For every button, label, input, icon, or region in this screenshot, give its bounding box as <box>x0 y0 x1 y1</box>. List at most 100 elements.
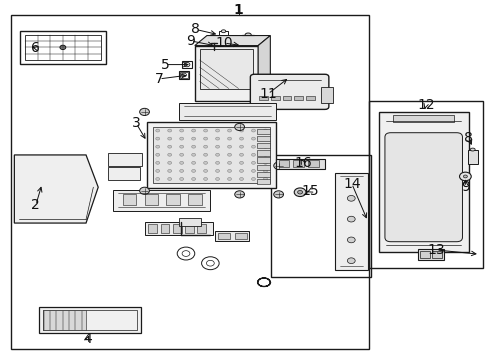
Text: 10: 10 <box>215 36 232 50</box>
Circle shape <box>156 129 159 132</box>
Circle shape <box>251 153 255 156</box>
Bar <box>431 251 441 258</box>
Bar <box>42 310 85 330</box>
Circle shape <box>203 153 207 156</box>
Circle shape <box>215 177 219 180</box>
Circle shape <box>156 170 159 172</box>
Circle shape <box>203 137 207 140</box>
Bar <box>282 96 291 100</box>
Circle shape <box>251 177 255 180</box>
Polygon shape <box>258 36 270 101</box>
Text: 1: 1 <box>233 3 243 17</box>
Bar <box>256 143 270 148</box>
Bar <box>166 194 180 205</box>
Circle shape <box>263 145 267 148</box>
Text: 3: 3 <box>132 116 141 130</box>
Circle shape <box>191 170 195 172</box>
Bar <box>184 224 193 233</box>
Bar <box>234 233 246 239</box>
Bar <box>256 179 270 184</box>
Bar <box>113 190 210 211</box>
Bar <box>144 222 212 234</box>
Text: 12: 12 <box>416 98 434 112</box>
FancyBboxPatch shape <box>250 74 328 109</box>
Bar <box>256 157 270 163</box>
Circle shape <box>215 137 219 140</box>
Circle shape <box>346 195 354 201</box>
Bar <box>217 233 229 239</box>
Bar <box>182 61 191 68</box>
Circle shape <box>227 145 231 148</box>
Circle shape <box>273 191 283 198</box>
Text: 7: 7 <box>155 72 163 86</box>
Text: 4: 4 <box>83 332 92 346</box>
Circle shape <box>294 188 305 197</box>
Text: 16: 16 <box>294 156 311 170</box>
Bar <box>368 101 483 268</box>
Bar <box>122 194 136 205</box>
Circle shape <box>167 153 171 156</box>
Circle shape <box>215 145 219 148</box>
Circle shape <box>191 137 195 140</box>
Circle shape <box>167 177 171 180</box>
Bar <box>293 160 304 167</box>
Circle shape <box>156 153 159 156</box>
Bar <box>256 136 270 141</box>
Bar <box>25 35 101 60</box>
Circle shape <box>215 129 219 132</box>
Bar <box>392 116 453 122</box>
Circle shape <box>60 45 66 50</box>
Circle shape <box>179 177 183 180</box>
Circle shape <box>346 237 354 243</box>
Text: 5: 5 <box>161 58 169 72</box>
Bar <box>417 249 444 260</box>
Text: 11: 11 <box>259 87 276 101</box>
Circle shape <box>191 145 195 148</box>
Circle shape <box>346 216 354 222</box>
FancyBboxPatch shape <box>384 133 462 242</box>
Circle shape <box>167 129 171 132</box>
Bar <box>42 310 137 330</box>
Circle shape <box>179 145 183 148</box>
Bar <box>178 71 189 79</box>
Circle shape <box>179 129 183 132</box>
Bar <box>259 96 267 100</box>
Polygon shape <box>194 36 270 46</box>
Bar <box>256 165 270 170</box>
Circle shape <box>179 161 183 164</box>
Circle shape <box>167 161 171 164</box>
Circle shape <box>215 161 219 164</box>
Circle shape <box>459 172 470 181</box>
Circle shape <box>203 177 207 180</box>
Circle shape <box>346 258 354 264</box>
Bar <box>219 31 227 44</box>
Bar <box>278 160 289 167</box>
Bar <box>144 194 158 205</box>
Circle shape <box>251 161 255 164</box>
Circle shape <box>239 161 243 164</box>
Circle shape <box>251 170 255 172</box>
Bar <box>270 96 279 100</box>
Circle shape <box>203 145 207 148</box>
Bar <box>197 224 205 233</box>
Bar <box>172 224 181 233</box>
Bar <box>160 224 169 233</box>
Circle shape <box>251 129 255 132</box>
Bar <box>305 96 314 100</box>
Circle shape <box>179 137 183 140</box>
Circle shape <box>167 137 171 140</box>
Circle shape <box>227 129 231 132</box>
Ellipse shape <box>469 148 474 151</box>
Bar <box>378 112 468 252</box>
Circle shape <box>263 177 267 180</box>
Circle shape <box>227 161 231 164</box>
Bar <box>276 158 325 169</box>
Circle shape <box>239 170 243 172</box>
Bar <box>215 231 249 241</box>
Bar <box>11 15 368 348</box>
Circle shape <box>156 145 159 148</box>
Text: 9: 9 <box>186 34 195 48</box>
Bar <box>39 307 141 333</box>
Circle shape <box>203 161 207 164</box>
Bar <box>419 251 429 258</box>
